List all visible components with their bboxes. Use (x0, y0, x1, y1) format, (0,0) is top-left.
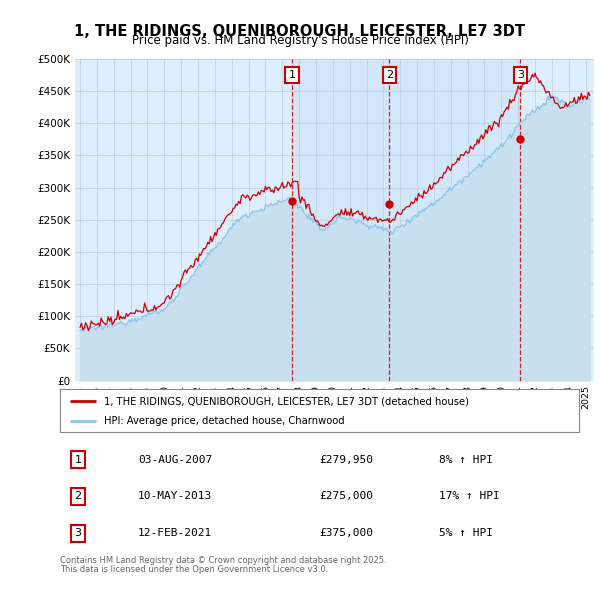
Text: 3: 3 (74, 528, 82, 538)
Text: Contains HM Land Registry data © Crown copyright and database right 2025.: Contains HM Land Registry data © Crown c… (60, 556, 386, 565)
Text: 1: 1 (74, 455, 82, 464)
Text: HPI: Average price, detached house, Charnwood: HPI: Average price, detached house, Char… (104, 417, 345, 426)
Text: Price paid vs. HM Land Registry's House Price Index (HPI): Price paid vs. HM Land Registry's House … (131, 34, 469, 47)
Text: 8% ↑ HPI: 8% ↑ HPI (439, 455, 493, 464)
Text: 3: 3 (517, 70, 524, 80)
Text: £279,950: £279,950 (320, 455, 373, 464)
Text: 12-FEB-2021: 12-FEB-2021 (138, 528, 212, 538)
Text: 10-MAY-2013: 10-MAY-2013 (138, 491, 212, 502)
Text: 17% ↑ HPI: 17% ↑ HPI (439, 491, 500, 502)
Text: £275,000: £275,000 (320, 491, 373, 502)
Text: 2: 2 (74, 491, 82, 502)
Text: 1: 1 (289, 70, 296, 80)
Text: 03-AUG-2007: 03-AUG-2007 (138, 455, 212, 464)
Text: £375,000: £375,000 (320, 528, 373, 538)
Text: This data is licensed under the Open Government Licence v3.0.: This data is licensed under the Open Gov… (60, 565, 328, 574)
Text: 1, THE RIDINGS, QUENIBOROUGH, LEICESTER, LE7 3DT: 1, THE RIDINGS, QUENIBOROUGH, LEICESTER,… (74, 24, 526, 38)
Bar (292, 59, 520, 381)
Text: 2: 2 (386, 70, 393, 80)
Text: 5% ↑ HPI: 5% ↑ HPI (439, 528, 493, 538)
Text: 1, THE RIDINGS, QUENIBOROUGH, LEICESTER, LE7 3DT (detached house): 1, THE RIDINGS, QUENIBOROUGH, LEICESTER,… (104, 396, 469, 407)
